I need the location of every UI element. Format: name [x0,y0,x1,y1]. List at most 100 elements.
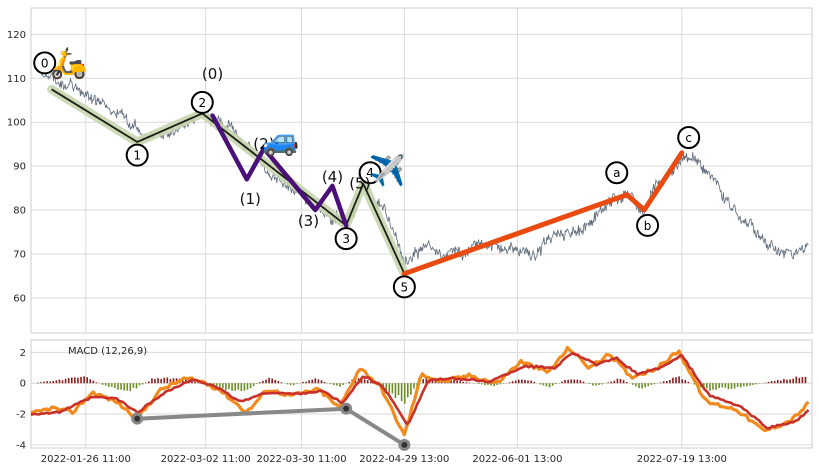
macd-y-tick-label: -2 [16,410,26,421]
macd-signal-line [30,351,810,430]
macd-histogram-bar [259,382,261,384]
macd-histogram-bar [672,377,674,384]
macd-histogram-bar [274,379,277,384]
macd-histogram-bar [739,383,742,388]
macd-histogram-bar [601,383,603,385]
macd-histogram-bar [181,379,184,384]
macd-histogram-bar [255,383,258,384]
macd-histogram-bar [138,383,141,386]
macd-histogram-bar [730,383,733,389]
macd-histogram-bar [194,381,196,384]
macd-histogram-bar [397,383,400,396]
macd-histogram-bar [40,382,42,384]
macd-histogram-bar [770,381,773,384]
primary-wave-line [51,88,406,275]
x-tick-label: 2022-07-19 13:00 [637,454,727,465]
macd-histogram-bar [727,383,730,390]
wave-label-text: c [685,131,692,145]
macd-histogram-bar [141,383,144,385]
macd-histogram-bar [665,381,668,384]
wave-label-paren: (3) [298,212,319,230]
wave-label-paren: (5) [349,175,370,193]
macd-histogram-bar [743,383,745,387]
macd-histogram-bar [388,383,391,393]
macd-histogram-bar [58,379,61,384]
macd-histogram-bar [323,382,326,384]
wave-label-1: 1 [125,143,149,167]
wave-label-circle [33,51,57,75]
price-series-line [41,72,809,267]
price-y-tick-label: 100 [7,118,26,129]
macd-histogram-bar [80,376,82,384]
macd-histogram-bar [786,379,788,384]
macd-histogram-bar [635,383,637,387]
macd-histogram-bar [795,376,798,384]
macd-histogram-bar [360,378,363,384]
macd-histogram-bar [573,379,576,384]
wave-label-paren: (4) [322,168,343,186]
macd-histogram-bar [286,383,289,385]
macd-histogram-bar [650,383,653,385]
wave-label-circle [190,90,214,114]
macd-histogram-bar [551,383,554,386]
macd-histogram-bar [718,383,720,389]
macd-histogram-bar [107,383,110,387]
macd-histogram-bar [157,378,159,384]
macd-histogram-bar [712,383,714,390]
macd-histogram-bar [252,383,255,387]
macd-histogram-bar [225,383,227,391]
macd-histogram-bar [61,380,64,384]
macd-histogram-bar [172,378,175,384]
macd-histogram-bar [314,378,317,384]
macd-histogram-bar [662,381,665,384]
macd-histogram-bar [706,383,708,389]
macd-histogram-bar [101,383,104,385]
wave-label-text: a [613,166,620,180]
macd-histogram-bar [582,381,585,384]
macd-histogram-bar [148,381,150,384]
macd-histogram-bar [746,383,748,387]
macd-histogram-bar [422,379,425,384]
macd-histogram-bar [104,383,107,386]
macd-histogram-bar [764,382,767,384]
macd-histogram-bar [496,383,499,386]
macd-histogram-bar [561,381,563,384]
macd-histogram-bar [160,378,162,384]
macd-histogram-bar [801,377,804,384]
macd-histogram-bar [733,383,736,389]
macd-histogram-bar [776,379,779,384]
macd-histogram-bar [129,383,132,392]
macd-histogram-bar [462,381,465,384]
macd-histogram-bar [333,383,335,386]
macd-histogram-bar [394,383,397,399]
macd-histogram-bar [305,381,307,384]
macd-histogram-bar [280,382,283,384]
macd-line [30,345,810,437]
x-tick-label: 2022-01-26 11:00 [41,454,131,465]
macd-histogram-bar [169,379,172,384]
macd-histogram-bar [783,378,785,384]
macd-histogram-bar [480,383,483,385]
macd-histogram-bar [191,381,193,384]
macd-histogram-bar [588,383,591,385]
macd-histogram-bar [527,380,529,384]
macd-histogram-bar [564,379,566,384]
macd-histogram-bar [755,383,757,385]
macd-histogram-bar [798,377,801,384]
macd-histogram-bar [413,383,415,389]
macd-panel: -4 -2 0 2 MACD (12,26,9) [16,339,813,451]
macd-histogram-bar [490,383,492,386]
macd-histogram-bar [641,383,643,389]
wave-label-paren: (1) [240,190,261,208]
wave-label-3: 3 [334,227,358,251]
macd-histogram-bar [622,380,625,384]
macd-histogram-bar [450,380,452,384]
macd-histogram-bar [554,383,557,385]
price-y-tick-label: 120 [7,30,26,41]
macd-histogram-bar [647,383,650,387]
macd-histogram-bar [339,383,341,387]
macd-histogram-bar [767,382,770,384]
wave-label-text: 2 [198,96,206,110]
macd-histogram-bar [302,381,304,384]
